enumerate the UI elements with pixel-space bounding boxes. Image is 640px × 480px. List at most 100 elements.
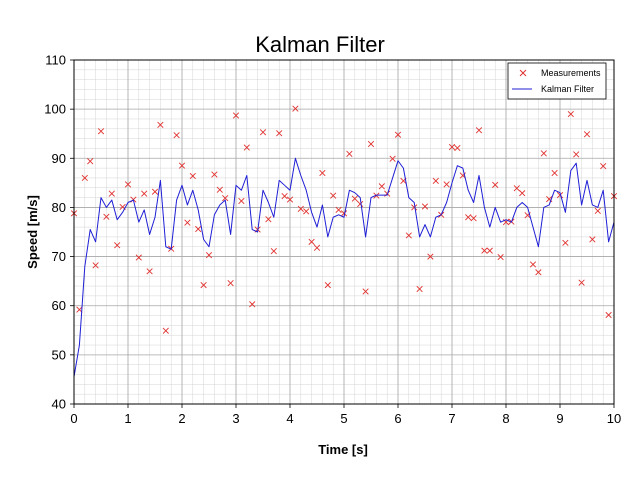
measurement-point xyxy=(205,251,213,259)
measurement-point xyxy=(583,131,591,138)
measurement-point xyxy=(146,268,153,275)
measurement-point xyxy=(513,185,520,192)
measurement-point xyxy=(427,253,434,260)
measurement-point xyxy=(276,130,283,137)
measurement-point xyxy=(389,155,396,162)
measurement-point xyxy=(157,121,164,128)
measurement-point xyxy=(292,105,299,112)
measurement-point xyxy=(319,169,326,177)
measurement-point xyxy=(519,190,526,197)
measurement-point xyxy=(335,206,342,214)
measurement-point xyxy=(448,143,456,151)
measurement-point xyxy=(227,279,234,287)
measurement-point xyxy=(184,219,191,226)
measurement-point xyxy=(340,210,348,217)
measurement-point xyxy=(529,261,537,268)
measurement-point xyxy=(259,129,267,136)
measurement-point xyxy=(141,190,148,197)
measurement-point xyxy=(346,150,353,157)
measurement-point xyxy=(578,279,585,286)
measurement-point xyxy=(222,194,229,202)
measurement-point xyxy=(297,205,304,213)
x-tick-label: 9 xyxy=(556,411,563,426)
y-tick-label: 90 xyxy=(52,151,66,166)
measurement-point xyxy=(470,215,477,222)
measurement-point xyxy=(594,207,601,214)
measurement-point xyxy=(367,140,375,148)
legend: Measurements Kalman Filter xyxy=(507,62,607,100)
measurement-point xyxy=(249,301,256,308)
measurement-point xyxy=(362,288,369,295)
x-axis-ticks: 0 1 2 3 4 5 6 7 8 9 10 xyxy=(70,404,621,426)
measurement-point xyxy=(481,247,488,254)
y-tick-label: 110 xyxy=(45,53,66,68)
measurement-point xyxy=(308,238,315,245)
x-tick-label: 3 xyxy=(232,411,239,426)
x-tick-label: 2 xyxy=(178,411,185,426)
measurement-point xyxy=(232,112,240,119)
measurement-point xyxy=(87,158,94,165)
measurement-point xyxy=(351,195,358,202)
measurement-point xyxy=(216,186,223,193)
measurement-point xyxy=(416,285,423,293)
measurement-point xyxy=(265,216,272,223)
plot-frame xyxy=(73,59,615,405)
measurement-point xyxy=(357,200,364,208)
measurement-point xyxy=(238,197,245,205)
measurement-point xyxy=(286,196,294,203)
measurement-point xyxy=(556,192,564,199)
measurement-point xyxy=(600,163,607,170)
measurement-point xyxy=(178,162,186,169)
measurement-point xyxy=(81,174,88,182)
x-axis-label: Time [s] xyxy=(318,442,368,457)
measurement-point xyxy=(567,110,574,118)
measurement-point xyxy=(492,181,499,188)
measurement-point xyxy=(432,177,439,185)
measurement-point xyxy=(108,190,115,197)
measurement-point xyxy=(281,193,288,200)
measurement-point xyxy=(405,232,412,239)
measurement-point xyxy=(486,247,493,254)
measurement-point xyxy=(454,144,461,152)
measurement-point xyxy=(411,204,418,211)
measurement-point xyxy=(475,127,483,134)
measurement-point xyxy=(421,203,429,210)
measurement-point xyxy=(303,208,310,215)
legend-label-measurements: Measurements xyxy=(541,68,601,78)
legend-box xyxy=(507,62,607,100)
measurement-point xyxy=(270,248,277,255)
y-tick-label: 40 xyxy=(52,397,66,412)
x-tick-label: 8 xyxy=(502,411,509,426)
x-tick-label: 5 xyxy=(340,411,347,426)
x-tick-label: 7 xyxy=(448,411,455,426)
measurement-point xyxy=(189,172,196,180)
measurement-point xyxy=(195,225,202,233)
measurement-point xyxy=(573,151,580,158)
x-tick-label: 0 xyxy=(70,411,77,426)
measurement-point xyxy=(394,131,402,138)
measurement-point xyxy=(114,242,121,249)
measurement-point xyxy=(605,311,612,319)
legend-marker-measurements xyxy=(519,69,527,77)
measurement-point xyxy=(589,236,596,243)
measurement-point xyxy=(330,192,337,199)
measurement-point xyxy=(103,213,110,220)
measurement-point xyxy=(497,253,504,261)
measurement-point xyxy=(562,239,569,246)
measurement-point xyxy=(124,181,132,188)
x-tick-label: 6 xyxy=(394,411,401,426)
measurement-point xyxy=(211,171,218,178)
measurement-point xyxy=(97,128,105,135)
x-tick-label: 4 xyxy=(286,411,293,426)
measurement-point xyxy=(465,214,472,221)
measurement-point xyxy=(378,183,385,190)
measurement-point xyxy=(173,132,180,139)
x-tick-label: 1 xyxy=(124,411,131,426)
legend-label-kalman-filter: Kalman Filter xyxy=(541,84,594,94)
y-tick-label: 50 xyxy=(52,347,66,362)
y-tick-label: 60 xyxy=(52,298,66,313)
y-tick-label: 80 xyxy=(52,200,66,215)
measurement-point xyxy=(243,144,250,151)
measurement-point xyxy=(162,327,169,334)
